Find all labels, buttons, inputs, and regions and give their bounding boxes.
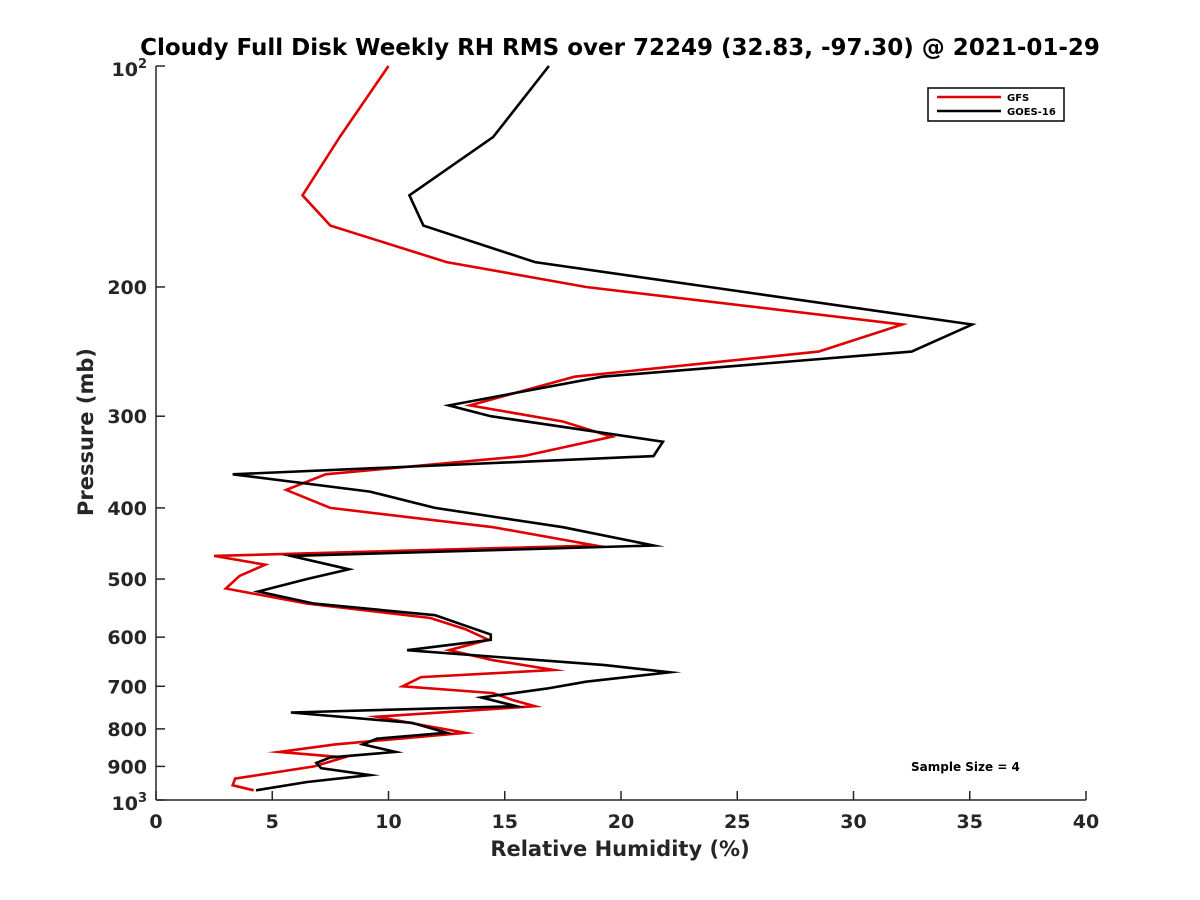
y-tick-label: 500: [107, 569, 147, 591]
legend-box: [927, 87, 1065, 122]
legend: GFS GOES-16: [927, 87, 1065, 122]
y-tick-label: 102: [112, 57, 148, 81]
y-tick-label: 700: [107, 676, 147, 698]
series-line-gfs: [213, 65, 909, 792]
x-tick-label: 35: [957, 811, 983, 833]
y-tick-label: 900: [107, 756, 147, 778]
chart-title: Cloudy Full Disk Weekly RH RMS over 7224…: [140, 35, 1100, 61]
x-tick-label: 5: [266, 811, 279, 833]
y-axis-label: Pressure (mb): [74, 348, 98, 516]
y-tick-label: 600: [107, 627, 147, 649]
x-tick-label: 15: [492, 811, 518, 833]
legend-label-goes16: GOES-16: [1007, 107, 1056, 118]
legend-label-gfs: GFS: [1007, 93, 1029, 104]
x-tick-label: 0: [149, 811, 162, 833]
x-tick-label: 30: [840, 811, 866, 833]
x-axis-label: Relative Humidity (%): [490, 837, 749, 861]
x-tick-label: 20: [608, 811, 634, 833]
x-tick-label: 40: [1073, 811, 1099, 833]
y-tick-label: 300: [107, 406, 147, 428]
y-tick-label: 103: [112, 791, 148, 815]
x-tick-label: 10: [375, 811, 401, 833]
y-tick-label: 400: [107, 498, 147, 520]
y-tick-label: 200: [107, 277, 147, 299]
y-tick-label: 800: [107, 719, 147, 741]
sample-size-annotation: Sample Size = 4: [911, 760, 1020, 774]
series-line-goes16: [232, 65, 977, 792]
x-tick-label: 25: [724, 811, 750, 833]
